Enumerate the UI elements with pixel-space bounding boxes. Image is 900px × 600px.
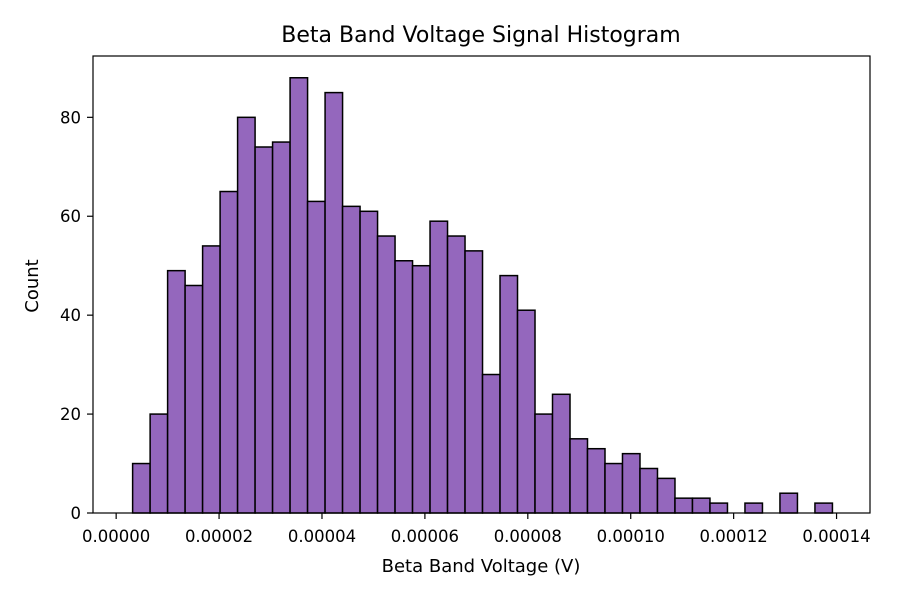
y-tick-label: 40 (60, 306, 81, 325)
x-tick-label: 0.00006 (391, 527, 459, 546)
histogram-bar (586, 447, 606, 514)
y-tick-label: 0 (71, 504, 82, 523)
histogram-bar (289, 77, 309, 514)
y-tick-label: 80 (60, 108, 81, 127)
histogram-bar (324, 91, 344, 514)
histogram-bar (446, 235, 466, 514)
bars-group (131, 77, 834, 514)
x-tick-label: 0.00008 (494, 527, 562, 546)
histogram-bar (674, 497, 694, 514)
x-tick-label: 0.00004 (288, 527, 356, 546)
x-tick-label: 0.00014 (802, 527, 870, 546)
x-axis-label: Beta Band Voltage (V) (382, 556, 581, 577)
histogram-bar (569, 438, 589, 514)
histogram-bar (814, 502, 834, 514)
histogram-bar (131, 462, 151, 514)
histogram-bar (604, 462, 624, 514)
y-tick-label: 60 (60, 207, 81, 226)
histogram-bar (184, 284, 204, 514)
histogram-bar (639, 467, 659, 514)
y-tick-label: 20 (60, 405, 81, 424)
chart-title: Beta Band Voltage Signal Histogram (281, 23, 680, 48)
histogram-bar (691, 497, 711, 514)
y-axis-label: Count (22, 259, 43, 312)
histogram-bar (481, 373, 501, 514)
histogram-bar (411, 264, 431, 514)
x-tick-label: 0.00012 (700, 527, 768, 546)
histogram-bar (394, 260, 414, 514)
histogram-bar (429, 220, 449, 514)
histogram-bar (621, 452, 641, 514)
histogram-bar (464, 250, 484, 514)
histogram-bar (236, 116, 256, 514)
plot-frame (92, 55, 871, 514)
histogram-bar (376, 235, 396, 514)
histogram-bar (709, 502, 729, 514)
histogram-bar (656, 477, 676, 514)
histogram-bar (359, 210, 379, 514)
histogram-bar (219, 190, 239, 514)
histogram-bar (306, 200, 326, 514)
x-tick-label: 0.00002 (185, 527, 253, 546)
histogram-bar (271, 141, 291, 514)
histogram-bar (744, 502, 764, 514)
histogram-bar (499, 274, 519, 514)
x-axis-ticks: 0.00000 0.00002 0.00004 0.00006 0.00008 0.000… (82, 513, 871, 546)
histogram-bar (551, 393, 571, 514)
histogram-bar (534, 413, 554, 514)
histogram-bar (166, 269, 186, 514)
histogram-bar (341, 205, 361, 514)
x-tick-label: 0.00000 (82, 527, 150, 546)
histogram-bar (149, 413, 169, 514)
histogram-bar (201, 245, 221, 514)
y-axis-ticks: 0 20 40 60 80 (60, 108, 93, 523)
histogram-bar (779, 492, 799, 514)
histogram-bar (516, 309, 536, 514)
x-tick-label: 0.00010 (597, 527, 665, 546)
histogram-bar (254, 146, 274, 514)
